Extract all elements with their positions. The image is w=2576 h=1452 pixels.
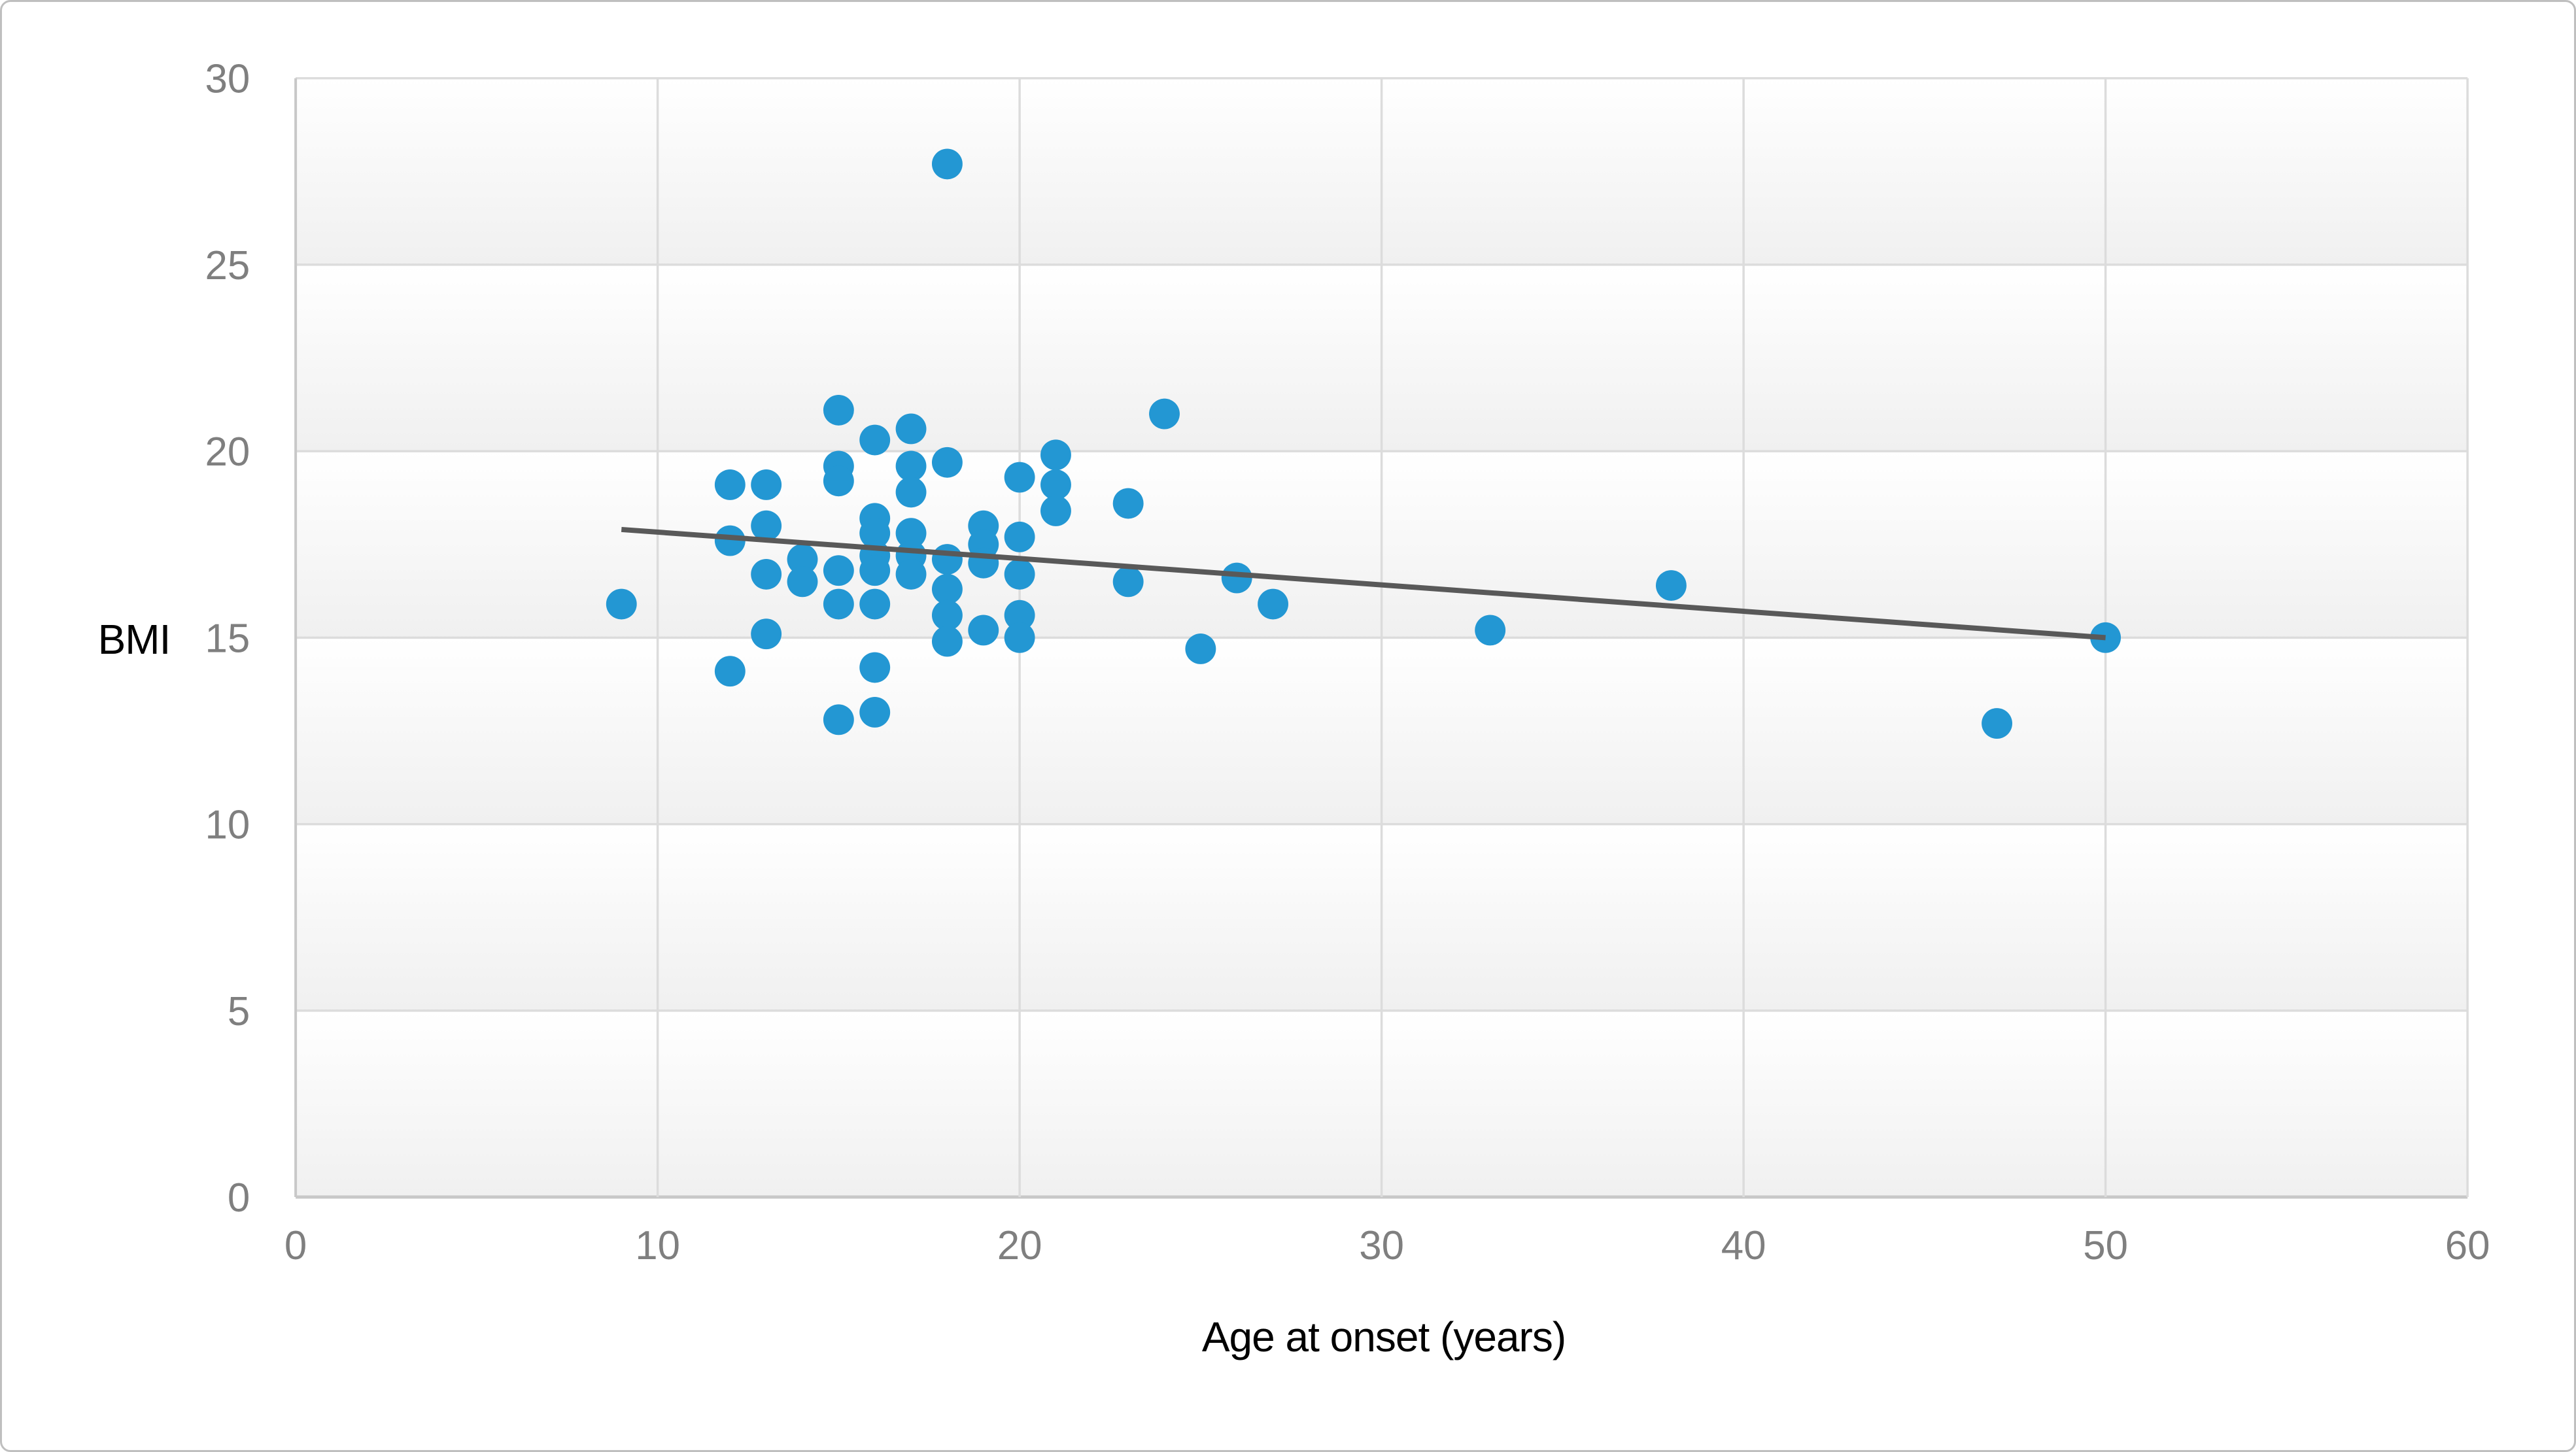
data-point (931, 447, 963, 478)
data-point (1655, 570, 1687, 601)
data-point (751, 469, 782, 500)
x-axis-title: Age at onset (years) (1201, 1313, 1566, 1360)
data-point (1004, 521, 1035, 552)
data-point (931, 599, 963, 631)
data-point (714, 525, 746, 556)
data-point (968, 547, 999, 579)
data-point (859, 697, 891, 728)
data-point (931, 148, 963, 180)
data-point (859, 652, 891, 683)
x-tick-label: 0 (284, 1223, 307, 1268)
y-tick-label: 20 (205, 430, 250, 475)
data-point (823, 704, 854, 735)
data-point (968, 615, 999, 646)
y-tick-label: 10 (205, 803, 250, 848)
data-point (823, 394, 854, 426)
data-point (1112, 488, 1144, 519)
data-point (1004, 558, 1035, 590)
data-point (895, 518, 927, 549)
x-tick-label: 40 (1721, 1223, 1766, 1268)
trendline (621, 526, 2106, 641)
data-point (859, 555, 891, 586)
x-tick-label: 50 (2083, 1223, 2128, 1268)
data-point (751, 510, 782, 541)
data-point (1004, 462, 1035, 493)
data-point (895, 558, 927, 590)
data-point (1112, 566, 1144, 598)
y-tick-label: 25 (205, 243, 250, 288)
data-point (823, 588, 854, 620)
data-point (823, 555, 854, 586)
x-tick-label: 60 (2445, 1223, 2490, 1268)
y-axis-title: BMI (97, 616, 171, 663)
data-point (1475, 615, 1506, 646)
data-point (1149, 398, 1180, 430)
data-point (859, 518, 891, 549)
data-point (1040, 469, 1071, 500)
x-tick-label: 30 (1359, 1223, 1404, 1268)
x-tick-label: 10 (635, 1223, 680, 1268)
data-point (823, 465, 854, 497)
data-point (1004, 622, 1035, 653)
data-point (859, 588, 891, 620)
data-point (1004, 599, 1035, 631)
data-point (1185, 633, 1216, 664)
data-point (1221, 562, 1252, 594)
data-point (895, 450, 927, 482)
data-point (2090, 622, 2121, 653)
data-point (895, 477, 927, 508)
data-point (1982, 708, 2012, 739)
data-point (751, 618, 782, 650)
data-point (895, 413, 927, 445)
data-point (714, 469, 746, 500)
data-point (787, 544, 818, 575)
x-tick-label: 20 (997, 1223, 1042, 1268)
data-point (931, 544, 963, 575)
data-point (1040, 495, 1071, 526)
y-tick-label: 0 (228, 1175, 250, 1221)
y-tick-label: 15 (205, 616, 250, 661)
data-point (1258, 588, 1288, 620)
y-tick-label: 5 (228, 989, 250, 1034)
data-point (751, 558, 782, 590)
data-point (1040, 439, 1071, 471)
data-point (787, 566, 818, 598)
data-point (714, 656, 746, 687)
data-point (931, 573, 963, 605)
data-point (931, 626, 963, 657)
data-point (606, 588, 637, 620)
data-point (859, 424, 891, 456)
y-tick-label: 30 (205, 57, 250, 102)
